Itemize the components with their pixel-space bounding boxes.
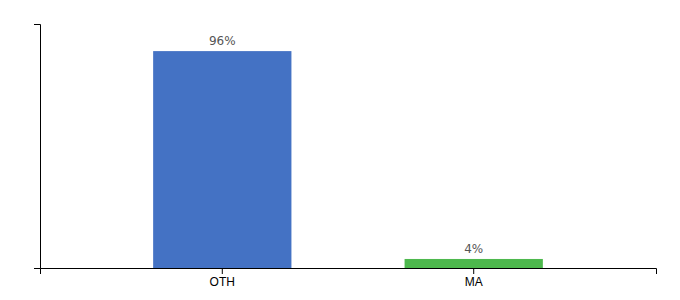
plot: OTH MA 96% 4% <box>34 25 657 289</box>
x-tick-label: MA <box>465 275 483 289</box>
data-labels: 96% 4% <box>209 34 483 256</box>
chart: OTH MA 96% 4% <box>0 0 680 300</box>
data-label: 96% <box>209 34 236 48</box>
x-tick: MA <box>465 268 483 289</box>
y-axis <box>34 25 41 269</box>
x-axis: OTH MA <box>41 268 657 289</box>
x-axis-line <box>41 269 657 275</box>
bar <box>405 259 543 268</box>
x-tick-mark <box>473 268 474 274</box>
x-tick-mark <box>222 268 223 274</box>
y-axis-line <box>34 25 41 269</box>
data-label: 4% <box>464 242 483 256</box>
bar <box>153 51 291 268</box>
x-tick-label: OTH <box>210 275 235 289</box>
x-tick: OTH <box>210 268 235 289</box>
bars <box>153 51 543 268</box>
